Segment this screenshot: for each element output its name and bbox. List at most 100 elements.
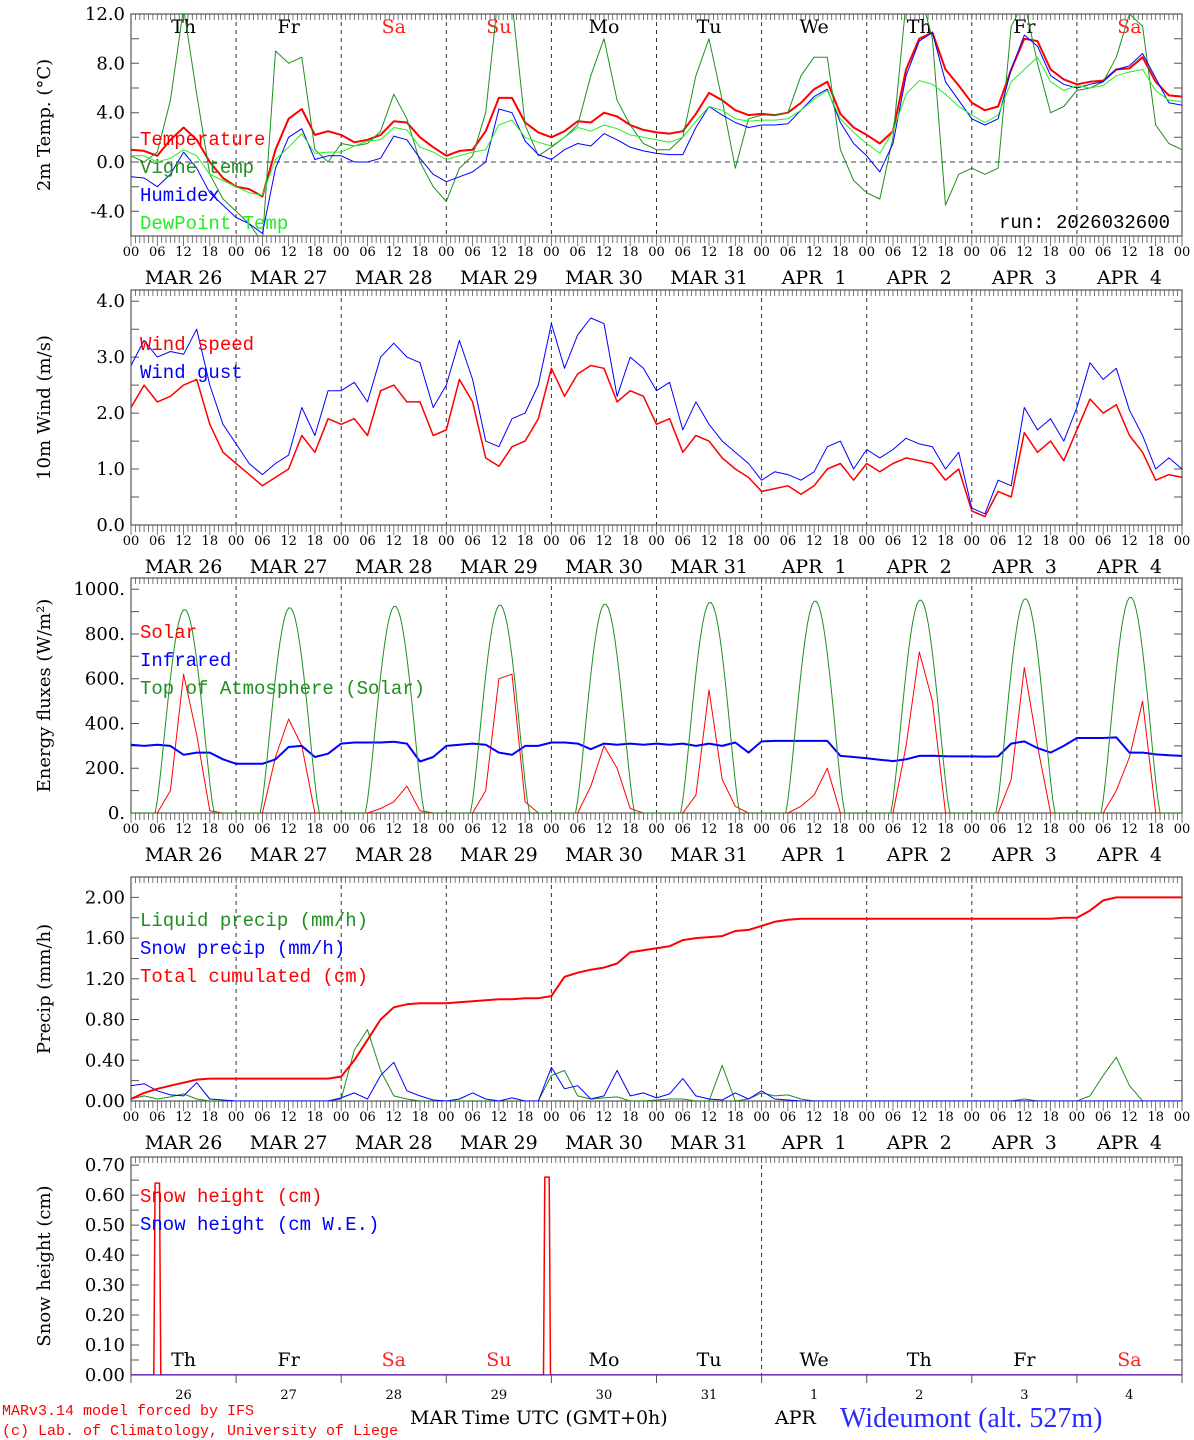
top-hour-ticks xyxy=(130,578,1183,584)
x-hour-label: 18 xyxy=(727,822,744,837)
x-date-label: APR 4 xyxy=(1096,844,1162,866)
x-date-label: APR 3 xyxy=(991,267,1057,289)
x-hour-label: 06 xyxy=(149,1110,166,1125)
day-name: Th xyxy=(907,16,932,38)
day-name: Th xyxy=(171,16,196,38)
x-hour-label: 18 xyxy=(832,534,849,549)
x-hour-label: 06 xyxy=(990,1110,1007,1125)
x-hour-label: 06 xyxy=(1095,534,1112,549)
day-name: Su xyxy=(486,16,511,38)
x-hour-label: 00 xyxy=(858,822,875,837)
x-hour-label: 06 xyxy=(990,822,1007,837)
x-hour-label: 18 xyxy=(517,534,534,549)
x-hour-label: 00 xyxy=(1069,245,1086,260)
x-hour-label: 18 xyxy=(1147,822,1164,837)
x-hour-label: 18 xyxy=(1042,822,1059,837)
x-hour-label: 00 xyxy=(753,1110,770,1125)
y-tick-label: 800. xyxy=(85,624,125,645)
x-hour-label: 12 xyxy=(806,1110,823,1125)
x-hour-label: 06 xyxy=(149,822,166,837)
panel-wind: 0.0 1.0 2.0 3.0 4.0 10m Wind (m/s) 00 06 12 18 MAR… xyxy=(34,289,1190,578)
x-hour-label: 00 xyxy=(858,534,875,549)
x-date-label: APR 3 xyxy=(991,844,1057,866)
x-hour-label: 06 xyxy=(675,1110,692,1125)
x-hour-label: 12 xyxy=(1016,822,1033,837)
x-day-number: 4 xyxy=(1125,1388,1133,1403)
x-date-label: MAR 28 xyxy=(355,844,433,866)
x-hour-label: 12 xyxy=(280,822,297,837)
day-name: Mo xyxy=(588,1349,619,1371)
x-hour-label: 12 xyxy=(596,534,613,549)
x-date-label: MAR 31 xyxy=(670,844,748,866)
x-hour-label: 18 xyxy=(622,245,639,260)
x-date-label: APR 3 xyxy=(991,556,1057,578)
x-hour-label: 00 xyxy=(753,245,770,260)
x-hour-label: 18 xyxy=(1147,1110,1164,1125)
y-tick-label: 0.10 xyxy=(85,1335,125,1356)
panel-energy: 0. 200. 400. 600. 800. 1000. Energy fluxes (W/… xyxy=(34,577,1190,866)
x-date-label: MAR 27 xyxy=(250,267,328,289)
legend-entry: Total cumulated (cm) xyxy=(140,966,368,988)
x-hour-label: 18 xyxy=(832,822,849,837)
day-name: Th xyxy=(907,1349,932,1371)
series-line-snow-precip-mm-h- xyxy=(131,1061,1182,1101)
x-hour-label: 00 xyxy=(1174,245,1191,260)
x-hour-label: 18 xyxy=(412,1110,429,1125)
legend-entry: Temperature xyxy=(140,129,265,151)
x-hour-label: 18 xyxy=(832,245,849,260)
x-hour-label: 18 xyxy=(622,822,639,837)
x-hour-label: 06 xyxy=(885,822,902,837)
x-hour-label: 00 xyxy=(964,245,981,260)
series-line-top-of-atmosphere-solar- xyxy=(131,597,1182,813)
x-hour-label: 00 xyxy=(964,1110,981,1125)
x-hour-label: 06 xyxy=(254,245,271,260)
y-tick-label: 0.0 xyxy=(96,152,125,173)
panel-snow: 0.00 0.10 0.20 0.30 0.40 0.50 0.60 0.70 Snow hei… xyxy=(34,1155,1183,1403)
x-hour-label: 06 xyxy=(569,822,586,837)
x-date-label: MAR 31 xyxy=(670,556,748,578)
x-hour-label: 00 xyxy=(964,534,981,549)
x-date-label: APR 1 xyxy=(781,267,847,289)
y-tick-label: 1000. xyxy=(73,579,125,600)
x-hour-label: 06 xyxy=(569,534,586,549)
day-name: Fr xyxy=(1013,1349,1036,1371)
y-tick-label: 0.80 xyxy=(85,1010,125,1031)
x-hour-label: 06 xyxy=(569,1110,586,1125)
x-hour-label: 12 xyxy=(385,534,402,549)
run-label: run: 2026032600 xyxy=(999,212,1170,234)
x-hour-label: 06 xyxy=(464,1110,481,1125)
x-hour-label: 18 xyxy=(622,1110,639,1125)
panel-temperature: -4.0 0.0 4.0 8.0 12.0 2m Temp. (°C) 00 06 12 18 MA… xyxy=(34,4,1191,289)
x-hour-label: 06 xyxy=(675,245,692,260)
x-hour-label: 00 xyxy=(333,245,350,260)
x-hour-label: 12 xyxy=(911,245,928,260)
x-hour-label: 12 xyxy=(1121,245,1138,260)
y-tick-label: 1.60 xyxy=(85,928,125,949)
y-tick-label: -4.0 xyxy=(90,201,125,222)
series-line-wind-speed xyxy=(131,364,1182,518)
x-hour-label: 06 xyxy=(780,1110,797,1125)
x-hour-label: 18 xyxy=(202,534,219,549)
x-hour-label: 00 xyxy=(543,534,560,549)
y-tick-label: 0. xyxy=(108,803,125,824)
x-hour-label: 00 xyxy=(228,245,245,260)
x-hour-label: 06 xyxy=(254,534,271,549)
series-group xyxy=(131,317,1182,518)
x-hour-label: 06 xyxy=(990,534,1007,549)
x-hour-label: 06 xyxy=(359,534,376,549)
x-date-label: MAR 26 xyxy=(145,844,223,866)
x-hour-label: 12 xyxy=(701,1110,718,1125)
x-hour-label: 00 xyxy=(858,245,875,260)
y-axis-label: Snow height (cm) xyxy=(34,1185,55,1346)
x-hour-label: 12 xyxy=(1121,822,1138,837)
x-date-label: MAR 30 xyxy=(565,1132,643,1154)
x-hour-label: 18 xyxy=(307,1110,324,1125)
series-line-snow-height-cm- xyxy=(131,1176,1182,1375)
x-hour-label: 00 xyxy=(333,1110,350,1125)
x-hour-label: 18 xyxy=(202,245,219,260)
x-hour-label: 12 xyxy=(491,1110,508,1125)
x-hour-label: 00 xyxy=(1174,1110,1191,1125)
x-hour-label: 06 xyxy=(780,534,797,549)
day-name: Fr xyxy=(278,16,301,38)
